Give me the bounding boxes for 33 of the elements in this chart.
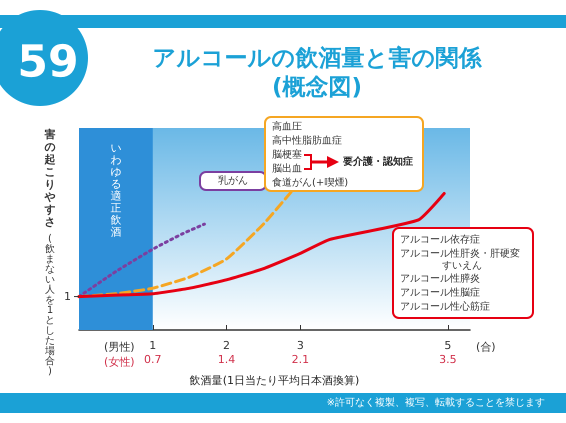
x-tick-label: 5 — [444, 339, 452, 352]
text: (飲まない人を1とした場合) — [45, 234, 55, 378]
text: 1 — [64, 290, 71, 304]
annotation: アルコール依存症 — [400, 234, 480, 246]
annotation: アルコール性脳症 — [400, 286, 480, 298]
text: 脳出血 — [272, 162, 302, 174]
text: (男性) — [104, 340, 135, 354]
chart-subtitle: (概念図) — [272, 74, 362, 100]
text: 高中性脂肪血症 — [272, 134, 342, 146]
text: 59 — [17, 36, 79, 88]
text: 要介護・認知症 — [342, 156, 413, 168]
x-tick-label: 3 — [296, 339, 304, 352]
text: 食道がん(+喫煙) — [272, 176, 348, 188]
annotation: アルコール性肝炎・肝硬変 — [400, 248, 520, 260]
text: 乳がん — [218, 174, 248, 186]
text: 高血圧 — [272, 120, 302, 132]
x2-tick-label: 2.1 — [292, 353, 310, 366]
text: ※許可なく複製、複写、転載することを禁じます — [326, 396, 545, 408]
x-axis-title: 飲酒量(1日当たり平均日本酒換算) — [190, 374, 360, 387]
x-tick-label: 2 — [223, 339, 230, 352]
y-axis-title: 害の起こりやすさ — [44, 128, 56, 228]
text: (合) — [476, 340, 496, 354]
annotation: すいえん — [442, 260, 482, 272]
annotation: アルコール性膵炎 — [400, 272, 480, 284]
text: 脳梗塞 — [272, 148, 302, 160]
chart-title: アルコールの飲酒量と害の関係 — [152, 44, 482, 72]
x2-tick-label: 0.7 — [144, 353, 162, 366]
x2-tick-label: 3.5 — [439, 353, 457, 366]
band-label: いわゆる適正飲酒 — [110, 142, 122, 238]
annotation: アルコール性心筋症 — [400, 300, 490, 312]
x-tick-label: 1 — [149, 339, 156, 352]
x2-tick-label: 1.4 — [218, 353, 236, 366]
text: (女性) — [104, 356, 135, 368]
